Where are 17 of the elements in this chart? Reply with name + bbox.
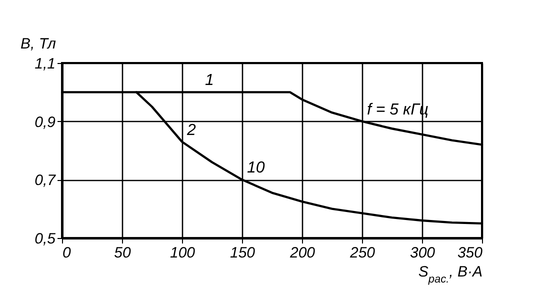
y-tick-label: 0,5 xyxy=(34,230,56,248)
y-tick-label: 0,9 xyxy=(34,114,56,131)
y-axis-title: B, Тл xyxy=(20,36,57,52)
x-tick-label: 50 xyxy=(114,244,132,262)
x-tick-label: 300 xyxy=(410,244,436,262)
x-tick-label: 150 xyxy=(230,244,256,262)
x-tick-label: 250 xyxy=(348,244,376,262)
annotation: 2 xyxy=(186,122,196,139)
x-tick-label: 350 xyxy=(457,244,484,262)
y-tick-label: 1,1 xyxy=(34,56,56,72)
x-tick-label: 100 xyxy=(170,244,196,262)
x-tick-label: 200 xyxy=(288,244,316,262)
annotation: 10 xyxy=(247,160,265,177)
annotation: 1 xyxy=(205,72,214,90)
x-axis-title: S$_{рас.}$, В·А xyxy=(418,264,482,286)
x-tick-label: 0 xyxy=(62,244,72,262)
y-tick-label: 0,7 xyxy=(34,172,56,190)
